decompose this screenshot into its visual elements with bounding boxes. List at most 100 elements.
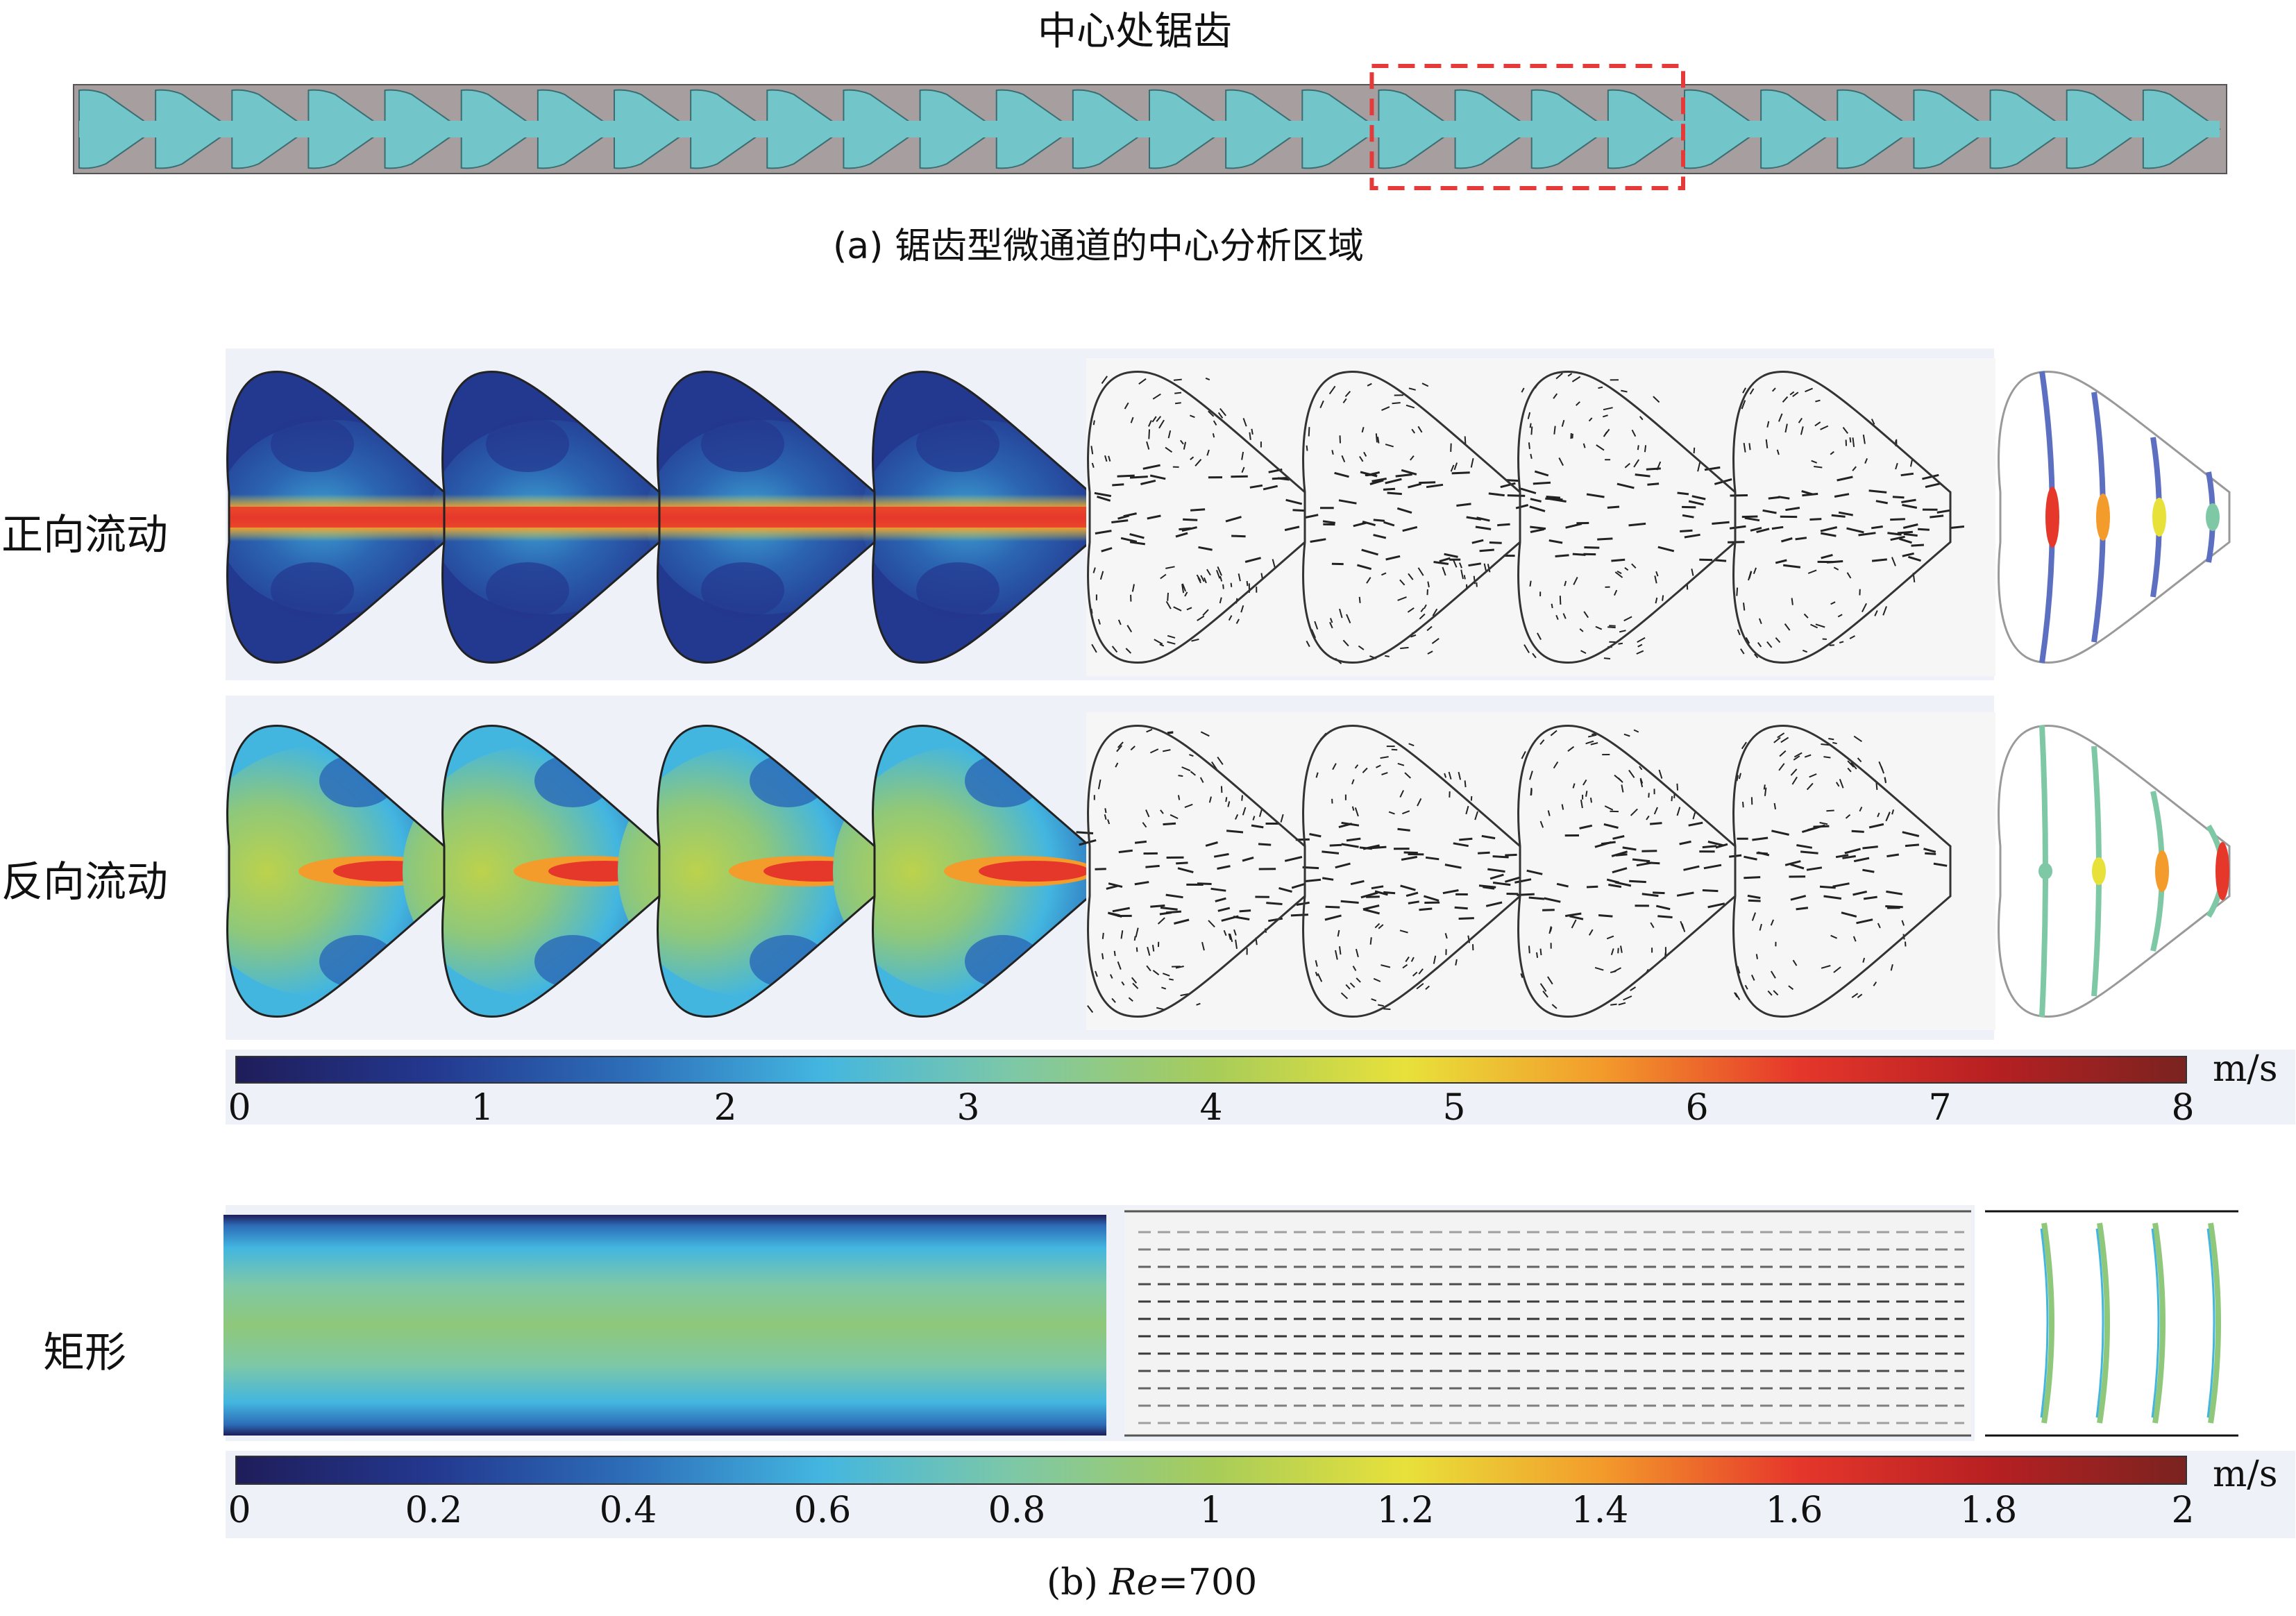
velocity-arrow [1864,458,1868,464]
velocity-arrow [1345,984,1351,990]
velocity-arrow [1901,498,1916,503]
velocity-arrow [1203,577,1207,584]
velocity-arrow [1773,990,1779,996]
velocity-arrow [1862,845,1878,850]
velocity-arrow [1118,849,1133,854]
velocity-arrow [1811,460,1818,464]
velocity-arrow [1662,595,1664,601]
velocity-arrow [1478,884,1496,889]
velocity-arrow [1371,998,1377,1002]
velocity-arrow [1530,787,1533,796]
velocity-arrow [1771,525,1784,530]
velocity-arrow [1466,516,1482,521]
velocity-arrow [1442,566,1446,576]
velocity-arrow [1324,914,1342,921]
velocity-arrow [1258,843,1272,846]
velocity-arrow [1803,613,1809,618]
velocity-arrow [1873,981,1877,986]
velocity-arrow [1922,473,1939,480]
velocity-arrow [1680,529,1693,532]
row-label-rectangle: 矩形 [43,1329,126,1377]
velocity-arrow [1107,819,1111,825]
velocity-arrow [1404,772,1411,779]
velocity-arrow [1416,983,1424,990]
velocity-arrow [1756,528,1770,534]
velocity-arrow [1401,469,1417,475]
velocity-arrow [1657,915,1673,918]
velocity-arrow [1306,445,1308,451]
velocity-arrow [1514,878,1532,884]
velocity-arrow [1782,396,1789,403]
velocity-arrow [1736,775,1739,782]
velocity-arrow [1714,559,1727,562]
velocity-arrow [1464,436,1467,444]
velocity-arrow [1104,455,1108,462]
profile-slice-edge [2206,1228,2215,1418]
velocity-arrow [1117,961,1122,970]
velocity-arrow [1159,643,1165,647]
velocity-arrow [1907,555,1921,562]
velocity-arrow [1228,615,1233,621]
velocity-arrow [1530,525,1546,530]
velocity-arrow [1773,737,1781,743]
profile-core [2092,857,2106,885]
velocity-arrow [1146,441,1150,450]
caption-b-prefix: (b) [1047,1562,1110,1604]
velocity-arrow [1504,876,1521,883]
velocity-arrow [1252,816,1256,820]
velocity-arrow [1834,493,1850,498]
velocity-arrow [1448,771,1452,780]
velocity-arrow [1181,766,1191,772]
velocity-arrow [1335,950,1338,960]
velocity-arrow [1905,843,1920,848]
velocity-arrow [1226,830,1244,834]
colorbar-tick-label: 1.8 [1959,1490,2018,1531]
velocity-arrow [1408,900,1419,904]
velocity-arrow [1585,791,1588,797]
velocity-arrow [1097,779,1101,789]
velocity-arrow [1402,525,1418,532]
profile-core [2096,494,2110,541]
velocity-arrow [1470,796,1473,801]
velocity-arrow [1547,976,1553,985]
reverse-velocity-profile [1998,715,2240,1034]
velocity-arrow [1707,902,1725,909]
velocity-arrow [1366,895,1380,898]
velocity-arrow [1233,916,1250,920]
velocity-arrow [1886,890,1903,895]
velocity-arrow [1539,983,1547,992]
reverse-velocity-vectors [1076,712,1995,1030]
velocity-arrow [1764,787,1767,796]
velocity-arrow [1810,623,1818,629]
velocity-arrow [1762,509,1777,514]
velocity-arrow [1891,557,1896,566]
profile-slice [2208,1222,2221,1424]
velocity-arrow [1395,473,1412,478]
velocity-arrow [1539,820,1544,828]
velocity-arrow [1322,877,1334,881]
velocity-arrow [1417,798,1422,807]
colorbar-tick-label: 0.8 [988,1490,1046,1531]
velocity-arrow [1147,420,1152,427]
velocity-arrow [1129,475,1148,479]
velocity-arrow [1891,809,1895,815]
velocity-arrow [1285,498,1303,505]
velocity-arrow [1693,447,1696,454]
velocity-arrow [1644,445,1647,453]
velocity-arrow [1523,644,1530,654]
velocity-arrow [1217,865,1231,870]
velocity-arrow [1590,742,1598,746]
velocity-arrow [1751,912,1757,921]
velocity-arrow [1094,491,1112,498]
velocity-arrow [1385,555,1401,561]
lobe-dark [271,416,354,472]
velocity-arrow [1806,866,1823,871]
velocity-arrow [1215,897,1226,902]
velocity-arrow [1213,852,1229,858]
velocity-arrow [1862,435,1866,444]
velocity-arrow [1857,993,1863,998]
velocity-arrow [1792,392,1799,398]
velocity-arrow [1623,616,1632,622]
velocity-arrow [1134,840,1147,844]
velocity-arrow [1242,418,1247,427]
